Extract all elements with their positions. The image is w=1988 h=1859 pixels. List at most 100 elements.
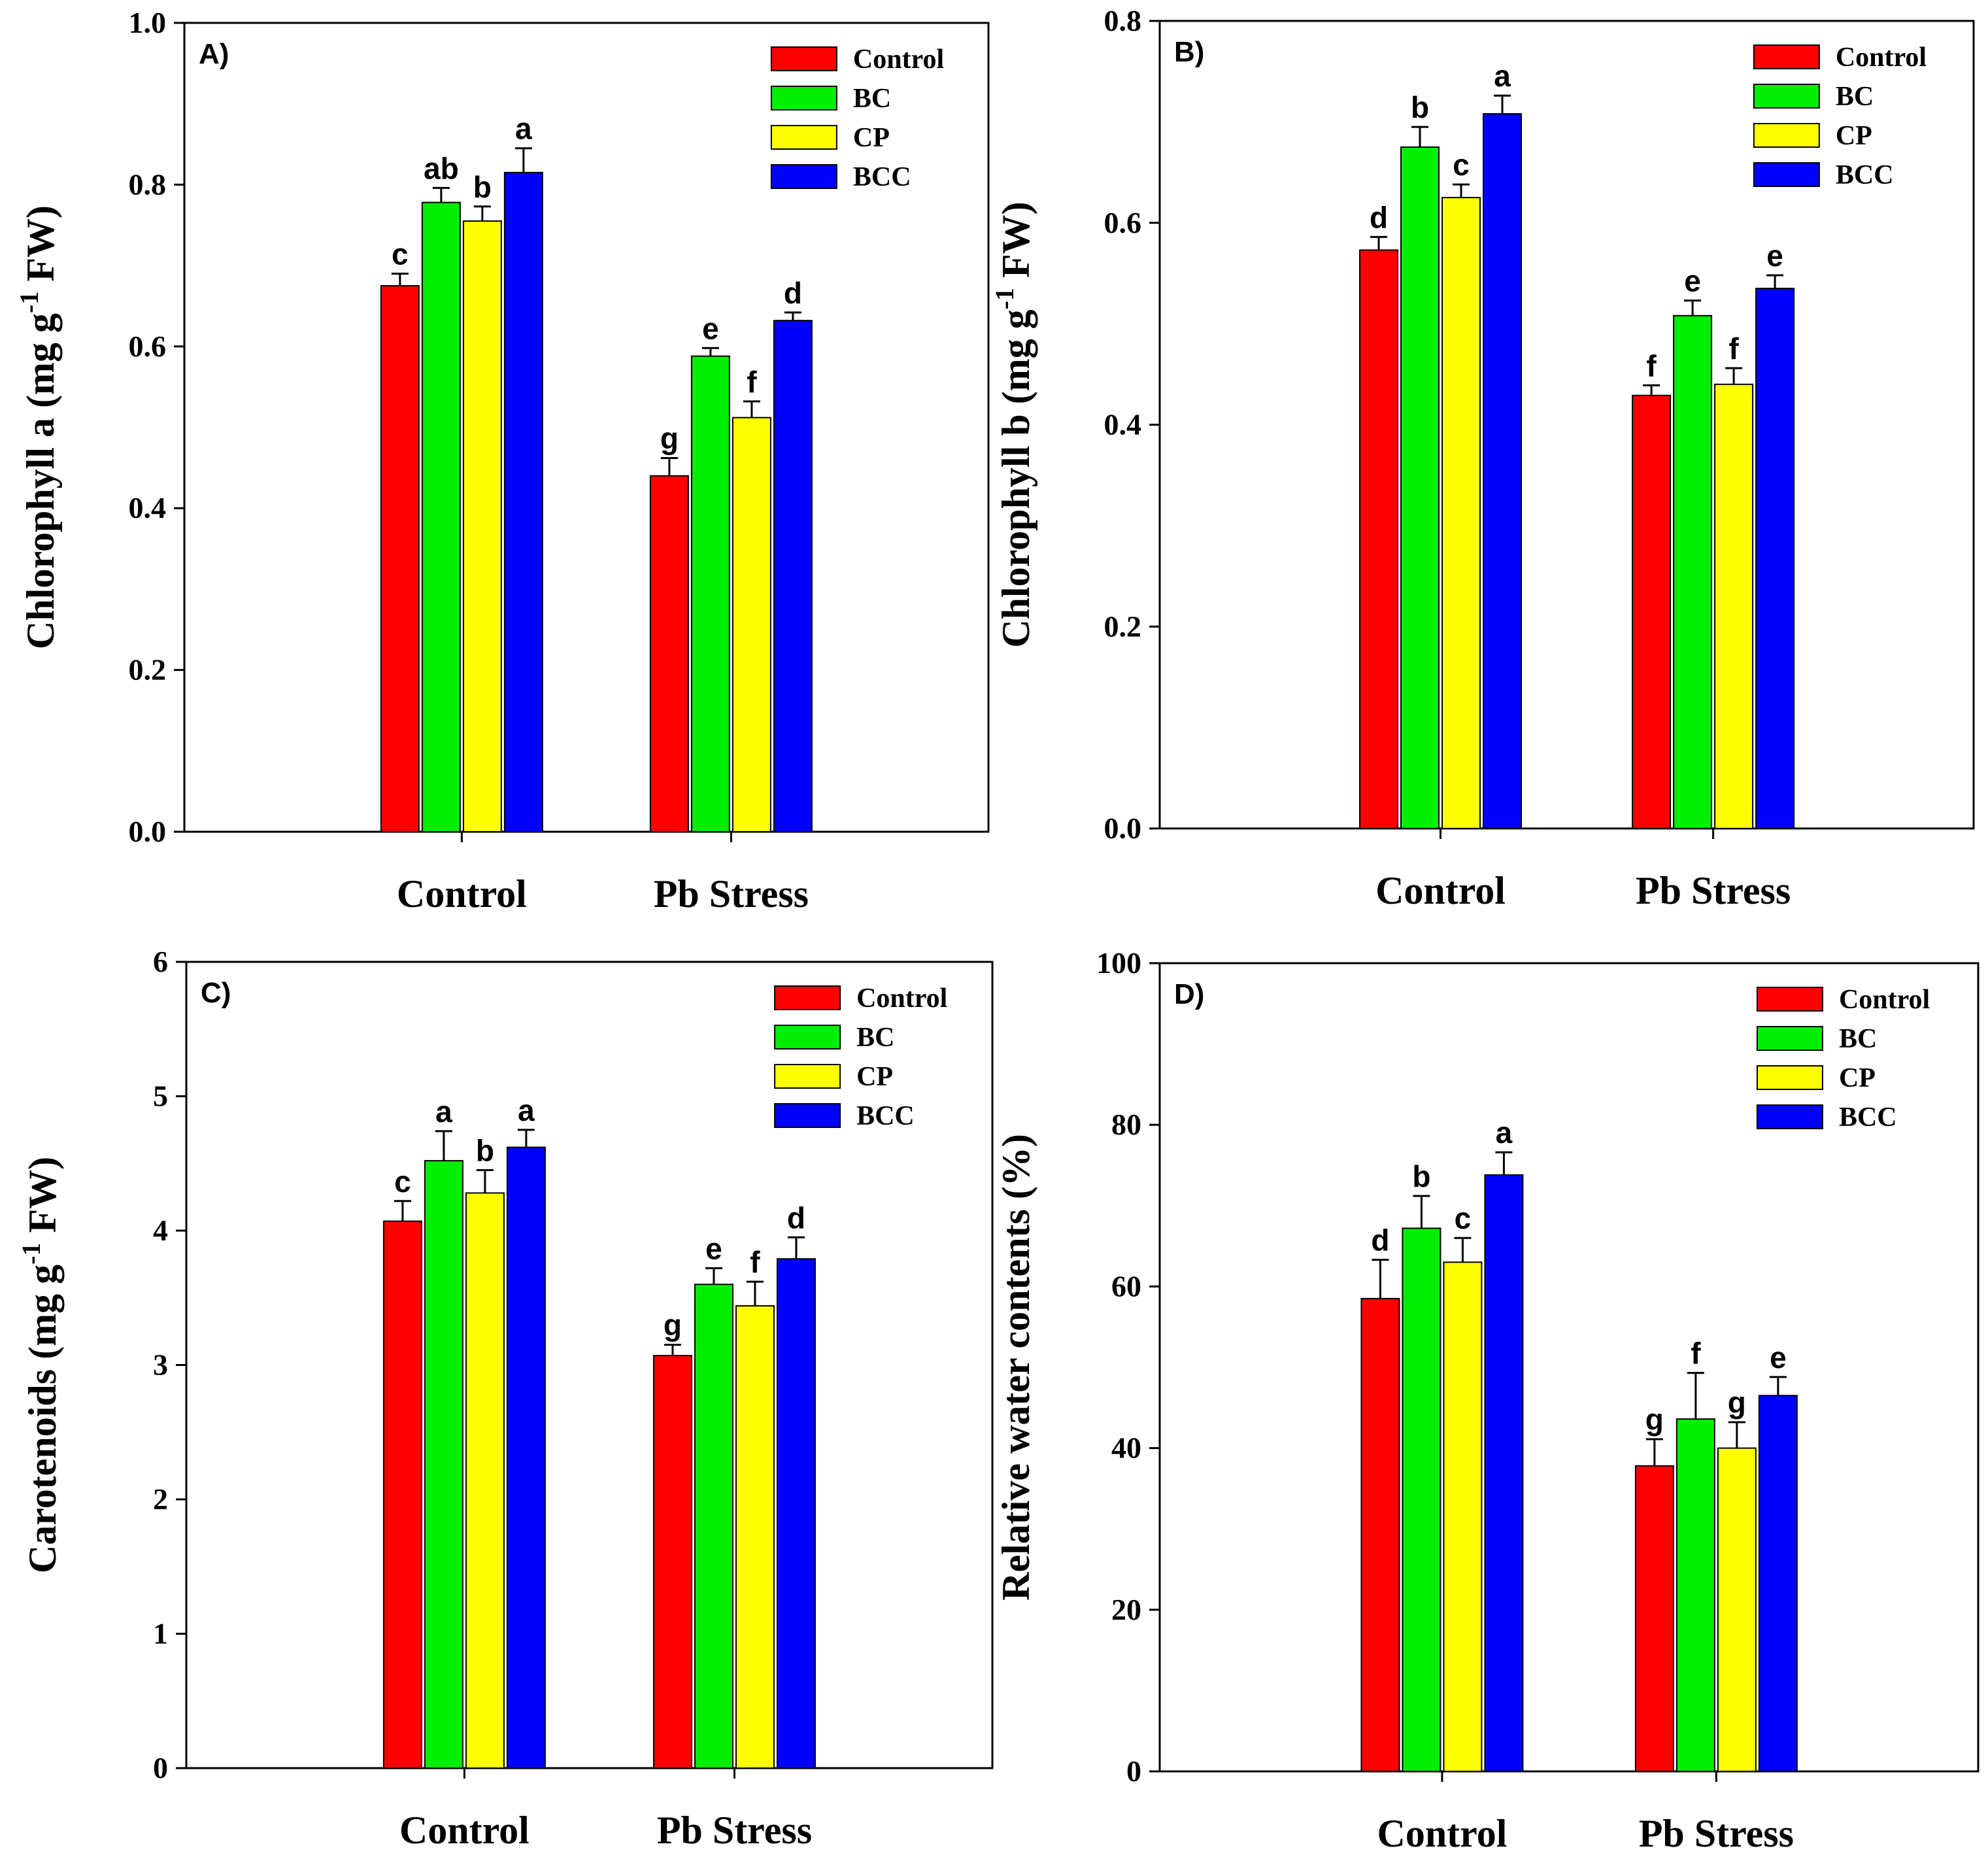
- y-tick-label: 80: [1111, 1108, 1141, 1141]
- bar-control: [1359, 249, 1399, 829]
- bar-control: [380, 285, 420, 832]
- y-tick-label: 1: [153, 1617, 168, 1650]
- y-axis-title: Carotenoids (mg g-1 FW): [16, 1157, 64, 1573]
- bar-bc: [424, 1160, 463, 1769]
- bar-bc: [694, 1284, 733, 1769]
- legend-label: Control: [856, 983, 947, 1014]
- y-tick-label: 0.0: [129, 815, 167, 848]
- significance-letter: a: [1494, 59, 1511, 93]
- y-axis-title-main: Chlorophyll a (mg g: [19, 313, 62, 649]
- bar-cp: [1714, 383, 1754, 829]
- significance-letter: b: [1411, 90, 1429, 124]
- legend-swatch-control: [1756, 987, 1823, 1012]
- y-tick-label: 60: [1111, 1269, 1141, 1303]
- chart-panel-d: 0 20 40 60 80 100 Relative water contents (%) D…: [994, 946, 1980, 1855]
- bar-bcc: [1484, 1174, 1524, 1773]
- y-axis-title: Chlorophyll a (mg g-1 FW): [14, 205, 62, 649]
- y-tick-label: 0.2: [1104, 609, 1142, 643]
- legend-label: BCC: [1836, 160, 1894, 190]
- bar-bcc: [1758, 1395, 1798, 1772]
- x-category-label: Pb Stress: [657, 1809, 812, 1852]
- y-tick-label: 0.6: [1104, 206, 1142, 239]
- y-axis-title-main: Chlorophyll b (mg g: [994, 309, 1037, 647]
- bar-bcc: [773, 320, 813, 832]
- plot-frame: [1158, 962, 1980, 1773]
- bar-control: [382, 1220, 422, 1769]
- significance-letter: e: [1770, 1340, 1787, 1374]
- legend-label: CP: [1839, 1063, 1876, 1093]
- legend-swatch-cp: [774, 1064, 841, 1089]
- y-tick-label: 0.8: [1104, 4, 1142, 37]
- chart-panel-c: 0 1 2 3 4 5 6 Carotenoids (mg g-1 FW) C) Control c…: [16, 945, 994, 1852]
- bar-bc: [1400, 146, 1440, 829]
- legend-label: Control: [1839, 985, 1930, 1015]
- bar-bc: [1676, 1418, 1715, 1772]
- significance-letter: ab: [424, 151, 459, 185]
- legend-label: Control: [853, 44, 944, 75]
- panel-label: A): [199, 38, 229, 70]
- significance-letter: a: [435, 1095, 452, 1129]
- significance-letter: g: [1645, 1403, 1664, 1437]
- bar-bcc: [503, 171, 543, 833]
- y-axis-title-superscript: -1: [16, 1243, 46, 1265]
- legend-label: Control: [1836, 43, 1927, 73]
- y-tick-label: 0.0: [1104, 811, 1142, 845]
- significance-letter: e: [1766, 239, 1783, 273]
- y-tick-label: 6: [153, 945, 168, 978]
- legend-swatch-bc: [770, 86, 837, 111]
- y-axis-title-superscript: -1: [990, 288, 1019, 309]
- legend-label: BC: [1839, 1024, 1877, 1054]
- y-tick-label: 20: [1111, 1593, 1141, 1626]
- legend-swatch-bcc: [1756, 1104, 1823, 1129]
- significance-letter: f: [750, 1245, 760, 1279]
- legend-label: BCC: [1839, 1102, 1897, 1133]
- legend-swatch-bcc: [770, 164, 837, 189]
- bar-bc: [690, 355, 730, 832]
- bar-bc: [1402, 1227, 1441, 1772]
- significance-letter: e: [1684, 264, 1701, 298]
- bar-control: [1634, 1465, 1674, 1772]
- x-category-label: Control: [399, 1809, 530, 1852]
- y-axis-title: Relative water contents (%): [994, 1134, 1037, 1601]
- significance-letter: g: [1728, 1386, 1746, 1420]
- significance-letter: c: [394, 1165, 411, 1199]
- panel-label: C): [201, 977, 231, 1009]
- y-axis-title-tail: FW): [19, 205, 62, 292]
- chart-panel-a: 0.0 0.2 0.4 0.6 0.8 1.0 Chlorophyll a (mg g-1 …: [14, 6, 990, 915]
- y-tick-label: 40: [1111, 1431, 1141, 1465]
- bar-cp: [1441, 197, 1481, 829]
- plot-frame: [183, 22, 990, 833]
- bar-control: [1360, 1297, 1400, 1772]
- significance-letter: f: [1646, 349, 1657, 383]
- bar-control: [652, 1355, 692, 1769]
- legend-swatch-bc: [1753, 84, 1820, 109]
- y-axis-title-main: Carotenoids (mg g: [21, 1265, 64, 1573]
- bar-bcc: [506, 1146, 546, 1769]
- significance-letter: b: [1412, 1159, 1430, 1193]
- y-tick-label: 0.4: [1104, 408, 1142, 441]
- significance-letter: e: [705, 1232, 722, 1266]
- chart-panel-b: 0.0 0.2 0.4 0.6 0.8 Chlorophyll b (mg g-1 FW)…: [990, 4, 1975, 912]
- y-tick-label: 3: [153, 1348, 168, 1382]
- legend-swatch-control: [774, 985, 841, 1010]
- y-tick-label: 0: [153, 1751, 168, 1784]
- legend-label: CP: [853, 123, 890, 153]
- bar-cp: [1443, 1261, 1483, 1772]
- bar-cp: [1717, 1447, 1757, 1773]
- legend-label: CP: [1836, 121, 1872, 151]
- y-tick-label: 1.0: [129, 6, 167, 39]
- legend-swatch-bc: [1756, 1026, 1823, 1051]
- legend-label: BCC: [853, 162, 911, 192]
- y-axis-title: Chlorophyll b (mg g-1 FW): [990, 201, 1037, 647]
- y-axis-title-tail: FW): [994, 201, 1037, 288]
- y-tick-label: 100: [1096, 946, 1141, 980]
- y-tick-label: 0: [1126, 1754, 1141, 1788]
- significance-letter: a: [518, 1093, 535, 1127]
- legend-label: CP: [856, 1062, 893, 1092]
- y-tick-label: 2: [153, 1482, 168, 1516]
- significance-letter: c: [1453, 148, 1470, 182]
- legend-swatch-bcc: [1753, 162, 1820, 187]
- bar-bcc: [1755, 288, 1795, 829]
- bar-control: [1632, 394, 1672, 829]
